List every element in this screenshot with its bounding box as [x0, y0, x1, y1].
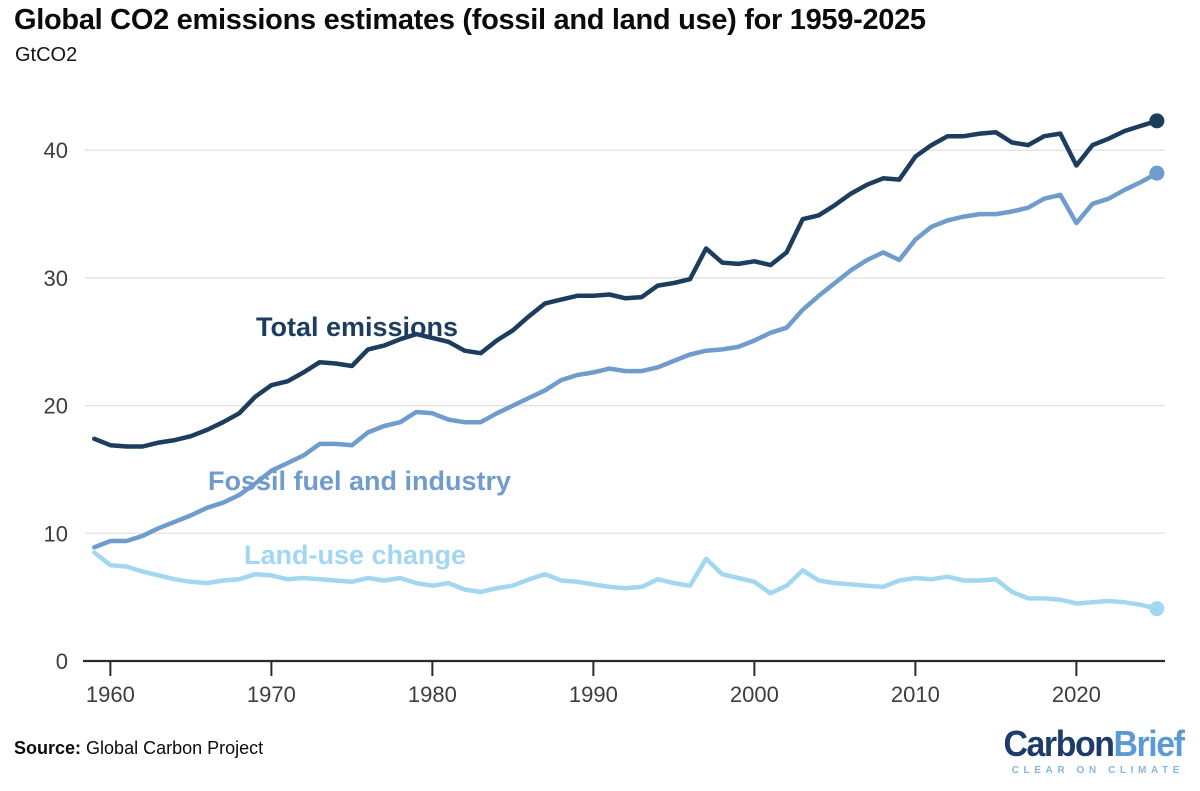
- chart-unit-label: GtCO2: [15, 44, 78, 66]
- x-tick-label: 1990: [569, 682, 618, 707]
- total-emissions-end-dot: [1149, 113, 1165, 129]
- total-emissions-label: Total emissions: [256, 312, 458, 342]
- x-tick-label: 2000: [730, 682, 779, 707]
- source-text: Global Carbon Project: [86, 738, 264, 758]
- x-tick-label: 2020: [1052, 682, 1101, 707]
- y-tick-label: 20: [44, 394, 68, 419]
- y-tick-label: 40: [44, 138, 68, 163]
- logo-brief: Brief: [1113, 723, 1185, 764]
- x-tick-label: 1960: [86, 682, 135, 707]
- carbonbrief-logo: CarbonBrief CLEAR ON CLIMATE: [992, 723, 1185, 777]
- carbonbrief-wordmark: CarbonBrief: [1003, 723, 1185, 764]
- fossil-fuel-and-industry-line: [92, 170, 1160, 550]
- x-tick-label: 1980: [408, 682, 457, 707]
- land-use-change-line: [92, 550, 1160, 611]
- logo-carbon: Carbon: [1003, 723, 1115, 764]
- fossil-fuel-and-industry-label: Fossil fuel and industry: [208, 466, 511, 496]
- source-line: Source: Global Carbon Project: [14, 738, 263, 759]
- x-tick-label: 1970: [247, 682, 296, 707]
- fossil-fuel-and-industry-end-dot: [1149, 165, 1165, 181]
- y-tick-label: 0: [56, 649, 68, 674]
- logo-tagline: CLEAR ON CLIMATE: [1011, 765, 1184, 776]
- y-tick-label: 10: [44, 521, 68, 546]
- x-tick-label: 2010: [891, 682, 940, 707]
- chart-title: Global CO2 emissions estimates (fossil a…: [14, 4, 926, 36]
- land-use-change-end-dot: [1149, 601, 1165, 617]
- y-tick-label: 30: [44, 266, 68, 291]
- total-emissions-line: [92, 118, 1160, 449]
- land-use-change-label: Land-use change: [244, 540, 466, 570]
- source-label: Source:: [14, 738, 82, 758]
